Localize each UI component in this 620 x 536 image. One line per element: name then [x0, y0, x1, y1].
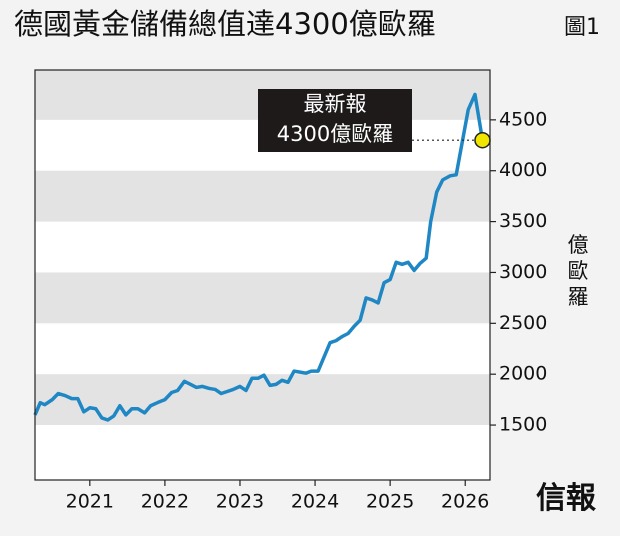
y-tick-label: 3000 — [499, 261, 547, 283]
annotation-text: 最新報 — [304, 92, 367, 116]
y-tick-label: 4500 — [499, 108, 547, 130]
x-tick-label: 2022 — [141, 491, 189, 513]
grid-band — [35, 170, 490, 222]
source-logo: 信報 — [536, 481, 597, 516]
plot-frame — [34, 69, 491, 481]
x-tick-label: 2021 — [66, 491, 114, 513]
y-tick-label: 4000 — [499, 159, 547, 181]
latest-point — [474, 131, 491, 149]
y-tick-label: 2000 — [499, 363, 547, 385]
y-axis-label: 億歐羅 — [568, 233, 589, 309]
y-tick-label: 2500 — [499, 312, 547, 334]
y-tick-label: 1500 — [499, 414, 547, 436]
x-tick-label: 2025 — [366, 491, 414, 513]
x-tick-label: 2026 — [441, 491, 489, 513]
annotation-text: 4300億歐羅 — [277, 122, 393, 146]
y-tick-label: 3500 — [499, 210, 547, 232]
annotation-box — [258, 89, 412, 152]
grid-band — [35, 272, 490, 324]
chart-title: 德國黃金儲備總值達4300億歐羅 — [14, 7, 436, 41]
figure-label: 圖1 — [564, 15, 600, 40]
data-line — [33, 92, 485, 422]
x-tick-label: 2024 — [291, 491, 339, 513]
x-tick-label: 2023 — [216, 491, 264, 513]
